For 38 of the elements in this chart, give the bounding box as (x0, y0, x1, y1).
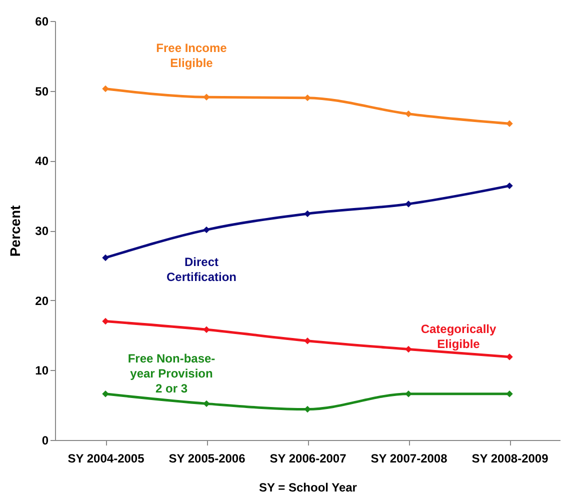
point (405, 346, 412, 353)
y-tick-label: 30 (35, 224, 49, 238)
y-tick-label: 50 (35, 84, 49, 98)
x-tick-label: SY 2005-2006 (168, 452, 246, 466)
point (304, 94, 311, 102)
x-tick-label: SY 2008-2009 (472, 452, 549, 466)
text: Free Income Eligible (156, 41, 228, 70)
point (506, 182, 513, 190)
point (102, 254, 109, 262)
y-tick-label: 0 (42, 434, 49, 448)
point (304, 406, 311, 413)
x-axis-title: SY = School Year (259, 480, 358, 494)
series-label: Direct Certification (166, 254, 237, 284)
point (405, 200, 412, 208)
x-tick-label: SY 2007-2008 (370, 452, 448, 466)
point (102, 85, 109, 92)
y-axis-title: Percent (7, 204, 24, 257)
y-tick-label: 40 (35, 154, 49, 168)
point (506, 354, 513, 360)
point (203, 226, 210, 234)
series-label: Categorically Eligible (420, 322, 496, 351)
y-tick-label: 60 (35, 14, 49, 28)
x-tick-label: SY 2004-2005 (68, 452, 145, 466)
point (506, 390, 513, 398)
point (304, 337, 311, 344)
point (203, 400, 210, 408)
x-tick-label: SY 2006-2007 (270, 452, 347, 466)
series-label: Free Non-base-year Provision 2 or 3 (128, 352, 216, 396)
point (304, 210, 311, 218)
y-tick-label: 10 (35, 364, 49, 378)
point (203, 94, 210, 100)
point (102, 390, 109, 398)
point (405, 390, 412, 398)
point (102, 318, 109, 325)
point (506, 120, 513, 128)
point (203, 326, 210, 334)
y-tick-label: 20 (35, 294, 49, 308)
point (405, 110, 412, 118)
